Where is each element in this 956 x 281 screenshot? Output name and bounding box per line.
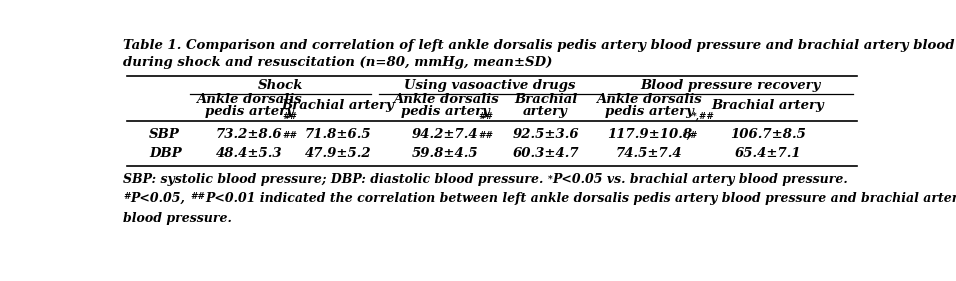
- Text: blood pressure.: blood pressure.: [123, 212, 232, 225]
- Text: during shock and resuscitation (n=80, mmHg, mean±SD): during shock and resuscitation (n=80, mm…: [123, 56, 553, 69]
- Text: Ankle dorsalis: Ankle dorsalis: [393, 93, 498, 106]
- Text: #: #: [123, 192, 131, 201]
- Text: Brachial artery: Brachial artery: [711, 99, 824, 112]
- Text: 92.5±3.6: 92.5±3.6: [512, 128, 578, 141]
- Text: *: *: [548, 174, 553, 183]
- Text: Blood pressure recovery: Blood pressure recovery: [641, 79, 821, 92]
- Text: 94.2±7.4: 94.2±7.4: [412, 128, 479, 141]
- Text: Shock: Shock: [258, 79, 303, 92]
- Text: pedis artery: pedis artery: [205, 105, 293, 118]
- Text: 60.3±4.7: 60.3±4.7: [512, 147, 578, 160]
- Text: artery: artery: [523, 105, 568, 118]
- Text: 74.5±7.4: 74.5±7.4: [616, 147, 683, 160]
- Text: 106.7±8.5: 106.7±8.5: [729, 128, 806, 141]
- Text: ##: ##: [479, 131, 494, 140]
- Text: pedis artery: pedis artery: [605, 105, 694, 118]
- Text: *,#: *,#: [683, 131, 698, 140]
- Text: SBP: systolic blood pressure; DBP: diastolic blood pressure.: SBP: systolic blood pressure; DBP: diast…: [123, 173, 548, 186]
- Text: ##: ##: [190, 192, 205, 201]
- Text: 48.4±5.3: 48.4±5.3: [216, 147, 282, 160]
- Text: Using vasoactive drugs: Using vasoactive drugs: [404, 79, 576, 92]
- Text: Ankle dorsalis: Ankle dorsalis: [196, 93, 302, 106]
- Text: 59.8±4.5: 59.8±4.5: [412, 147, 479, 160]
- Text: 47.9±5.2: 47.9±5.2: [305, 147, 371, 160]
- Text: ##: ##: [282, 131, 297, 140]
- Text: P<0.05,: P<0.05,: [131, 192, 190, 205]
- Text: SBP: SBP: [149, 128, 180, 141]
- Text: Brachial artery: Brachial artery: [282, 99, 395, 112]
- Text: pedis artery: pedis artery: [402, 105, 489, 118]
- Text: DBP: DBP: [149, 147, 182, 160]
- Text: Ankle dorsalis: Ankle dorsalis: [597, 93, 702, 106]
- Text: Brachial: Brachial: [514, 93, 577, 106]
- Text: 65.4±7.1: 65.4±7.1: [734, 147, 801, 160]
- Text: ##: ##: [479, 112, 494, 121]
- Text: P<0.05 vs. brachial artery blood pressure.: P<0.05 vs. brachial artery blood pressur…: [553, 173, 849, 186]
- Text: Table 1. Comparison and correlation of left ankle dorsalis pedis artery blood pr: Table 1. Comparison and correlation of l…: [123, 39, 956, 52]
- Text: 71.8±6.5: 71.8±6.5: [305, 128, 371, 141]
- Text: *,##: *,##: [692, 112, 715, 121]
- Text: 73.2±8.6: 73.2±8.6: [216, 128, 282, 141]
- Text: ##: ##: [282, 112, 297, 121]
- Text: P<0.01 indicated the correlation between left ankle dorsalis pedis artery blood : P<0.01 indicated the correlation between…: [205, 192, 956, 205]
- Text: 117.9±10.8: 117.9±10.8: [607, 128, 692, 141]
